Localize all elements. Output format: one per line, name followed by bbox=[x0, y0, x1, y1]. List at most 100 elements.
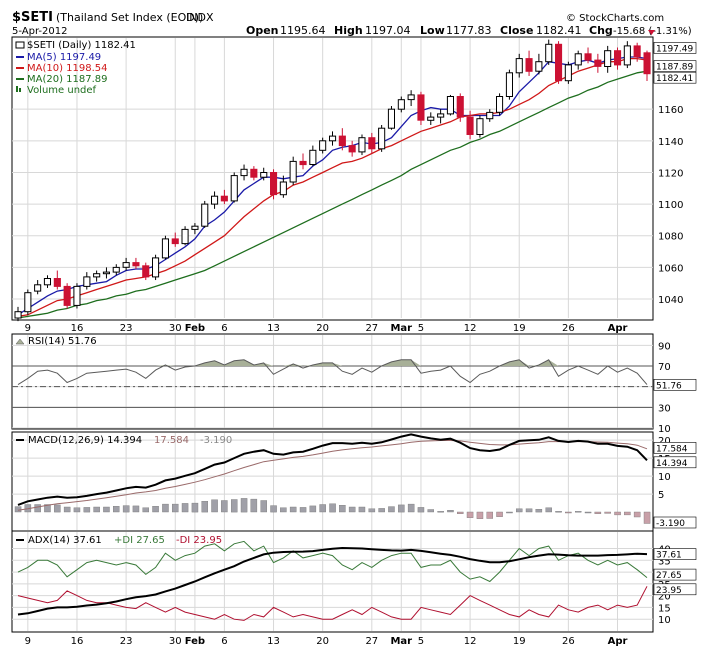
legend-ma20: MA(20) 1187.89 bbox=[27, 74, 108, 85]
candle bbox=[496, 93, 504, 116]
macd-hist-bar bbox=[525, 508, 533, 513]
candle bbox=[466, 110, 474, 140]
x-axis-label: 6 bbox=[221, 323, 227, 334]
rsi-y-tick-label: 30 bbox=[658, 403, 671, 414]
high-value: 1197.04 bbox=[365, 24, 411, 37]
open-label: Open bbox=[246, 24, 279, 37]
candle bbox=[299, 153, 307, 170]
candle bbox=[437, 109, 445, 124]
macd-hist-bar bbox=[191, 502, 199, 513]
legend-adx: ADX(14) 37.61 bbox=[28, 535, 102, 546]
ma20-value-tag: 1187.89 bbox=[653, 60, 697, 73]
macd-hist-bar bbox=[643, 511, 651, 524]
macd-value-tag: 14.394 bbox=[653, 456, 697, 469]
candle bbox=[73, 283, 81, 309]
axis-layer: 1040 1060 1080 1100 1120 1140 1160 1197.49 1187.… bbox=[25, 42, 697, 647]
macd-hist-bar bbox=[309, 505, 317, 513]
high-label: High bbox=[334, 24, 363, 37]
svg-text:37.61: 37.61 bbox=[656, 551, 682, 561]
x-axis-label: 23 bbox=[120, 636, 133, 647]
macd-hist-bar bbox=[565, 511, 572, 514]
candle bbox=[525, 50, 533, 76]
macd-hist-bar bbox=[486, 511, 494, 519]
macd-hist-bar bbox=[496, 511, 503, 517]
candle bbox=[93, 270, 101, 282]
macd-hist-bar bbox=[14, 506, 22, 513]
candle bbox=[211, 191, 219, 209]
candle bbox=[368, 132, 376, 154]
adx-y-tick-label: 20 bbox=[658, 592, 671, 603]
macd-hist-bar bbox=[299, 507, 307, 513]
candle bbox=[505, 69, 513, 100]
stockcharts-brand[interactable]: © StockCharts.com bbox=[566, 13, 664, 24]
x-axis-label: 16 bbox=[71, 323, 84, 334]
minus-di-line bbox=[17, 586, 648, 621]
candle bbox=[289, 156, 297, 186]
svg-text:51.76: 51.76 bbox=[656, 381, 682, 391]
candle bbox=[171, 232, 179, 247]
macd-hist-bar bbox=[407, 503, 415, 513]
x-axis-label: 27 bbox=[365, 636, 378, 647]
candle bbox=[614, 47, 622, 70]
candle bbox=[555, 41, 563, 84]
macd-hist-bar bbox=[73, 507, 81, 513]
macd-hist-bar bbox=[584, 511, 592, 514]
price-y-tick-label: 1060 bbox=[658, 263, 683, 274]
macd-hist-bar bbox=[142, 507, 149, 513]
candle bbox=[270, 169, 278, 200]
candle bbox=[633, 42, 641, 62]
macd-signal-value-tag: 17.584 bbox=[653, 442, 697, 454]
macd-signal-line bbox=[17, 440, 648, 511]
candle bbox=[161, 235, 169, 260]
rsi-y-tick-label: 90 bbox=[658, 341, 671, 352]
rsi-value-tag: 51.76 bbox=[653, 378, 697, 391]
legend-macd-signal: 17.584 bbox=[154, 435, 189, 446]
macd-hist-bar bbox=[211, 499, 218, 513]
candle bbox=[486, 109, 494, 122]
macd-hist-bar bbox=[221, 500, 228, 513]
macd-hist-bar bbox=[250, 498, 258, 513]
macd-hist-bar bbox=[516, 508, 523, 513]
macd-hist-bar bbox=[260, 500, 268, 513]
candle bbox=[122, 257, 130, 271]
candle bbox=[309, 145, 317, 167]
legend-volume: Volume undef bbox=[27, 85, 97, 96]
macd-hist-value-tag: -3.190 bbox=[653, 516, 697, 529]
rsi-y-tick-label: 10 bbox=[658, 424, 671, 435]
macd-hist-bar bbox=[230, 499, 238, 513]
macd-hist-bar bbox=[93, 506, 100, 513]
macd-y-tick-label: 10 bbox=[658, 472, 671, 483]
candle bbox=[387, 106, 395, 130]
macd-hist-bar bbox=[427, 509, 435, 513]
macd-y-tick-label: 5 bbox=[658, 490, 664, 501]
chart-index-name: (Thailand Set Index (EOD)) bbox=[56, 11, 203, 24]
x-axis-label: 20 bbox=[316, 636, 329, 647]
legend-minus-di: -DI 23.95 bbox=[176, 535, 222, 546]
macd-line bbox=[17, 433, 648, 506]
candle bbox=[574, 50, 582, 70]
x-axis-label: 5 bbox=[418, 323, 424, 334]
candle bbox=[260, 167, 268, 181]
candle bbox=[358, 134, 366, 156]
macd-hist-bar bbox=[614, 511, 621, 516]
candle bbox=[34, 280, 42, 295]
candle bbox=[319, 137, 327, 154]
candle bbox=[250, 166, 258, 181]
chart-date: 5-Apr-2012 bbox=[12, 26, 67, 37]
macd-hist-bar bbox=[555, 511, 562, 513]
candle bbox=[545, 39, 553, 65]
macd-hist-bar bbox=[604, 511, 611, 514]
candle bbox=[584, 47, 592, 64]
x-axis-label: 19 bbox=[513, 323, 526, 334]
x-axis-label: 9 bbox=[25, 323, 31, 334]
x-axis-label: Mar bbox=[390, 323, 412, 334]
macd-hist-bar bbox=[633, 511, 641, 518]
macd-hist-bar bbox=[348, 506, 356, 513]
close-label: Close bbox=[500, 24, 533, 37]
x-axis-label: Mar bbox=[390, 636, 412, 647]
price-y-tick-label: 1140 bbox=[658, 137, 683, 148]
svg-text:17.584: 17.584 bbox=[656, 444, 688, 454]
macd-hist-bar bbox=[181, 503, 189, 513]
price-legend-icon bbox=[15, 41, 25, 49]
